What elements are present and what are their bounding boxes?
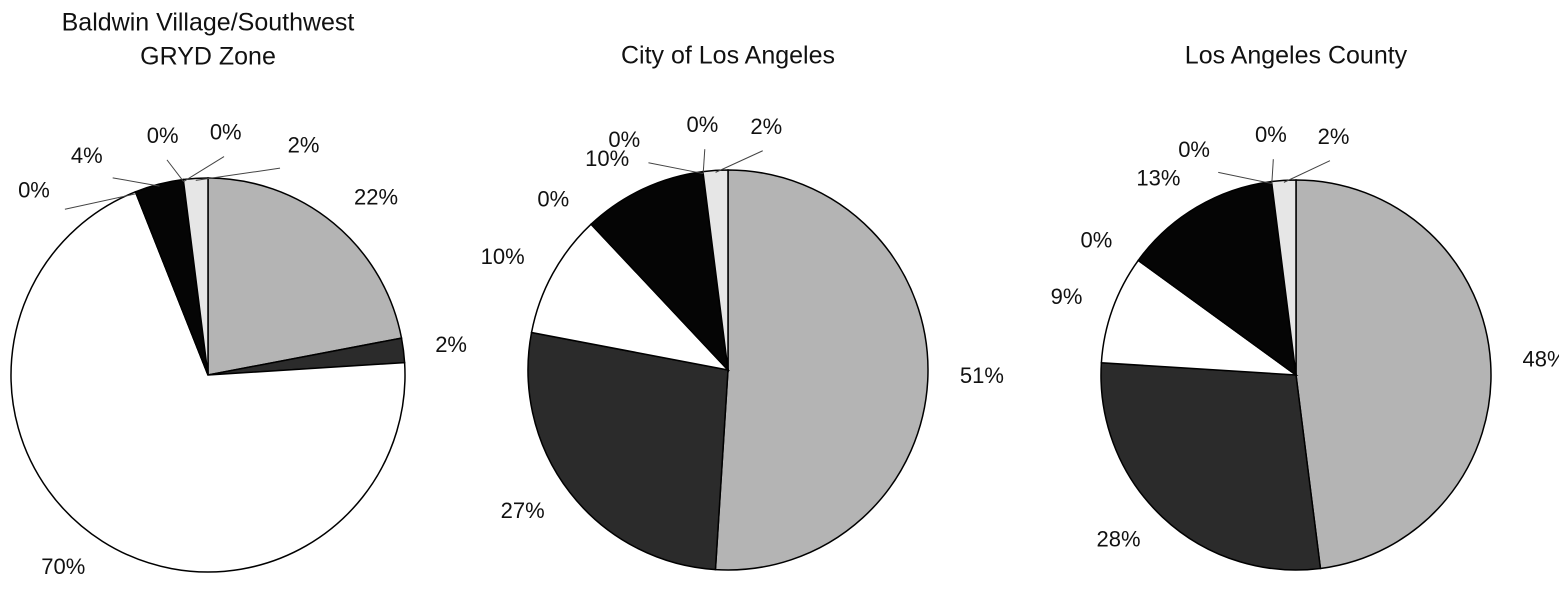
data-label: 27%	[501, 498, 545, 523]
data-label: 0%	[608, 127, 640, 152]
leader-line	[166, 159, 184, 182]
leader-line	[1271, 159, 1274, 184]
pie-slice	[1100, 259, 1299, 376]
data-label: 22%	[354, 184, 398, 209]
pie-slice	[1100, 361, 1322, 571]
leader-line	[64, 193, 137, 210]
data-label: 48%	[1523, 347, 1559, 372]
data-label: 0%	[686, 112, 718, 137]
data-label: 10%	[481, 244, 525, 269]
data-label: 2%	[1318, 124, 1350, 149]
data-label: 70%	[41, 554, 85, 579]
data-label: 0%	[18, 178, 50, 203]
data-label: 2%	[288, 132, 320, 157]
data-label: 0%	[1081, 227, 1113, 252]
pie-slice	[527, 331, 729, 571]
data-label: 0%	[210, 119, 242, 144]
chart-title: Baldwin Village/Southwest	[62, 9, 355, 37]
leader-line	[648, 162, 704, 175]
pie-slice	[207, 177, 403, 376]
data-label: 9%	[1051, 284, 1083, 309]
pie-slice	[10, 190, 406, 573]
data-label: 2%	[435, 332, 467, 357]
leader-line	[715, 150, 763, 173]
leader-line	[112, 177, 160, 187]
pie-slice	[1137, 180, 1297, 377]
data-label: 0%	[147, 123, 179, 148]
pie-slice	[1295, 179, 1492, 570]
data-label: 28%	[1097, 526, 1141, 551]
leader-line	[1218, 171, 1272, 185]
data-label: 0%	[537, 187, 569, 212]
pie-slice	[714, 169, 929, 571]
data-label: 13%	[1136, 165, 1180, 190]
data-label: 51%	[960, 363, 1004, 388]
data-label: 10%	[585, 146, 629, 171]
leader-line	[1283, 160, 1331, 183]
data-label: 4%	[71, 143, 103, 168]
chart-title: GRYD Zone	[140, 43, 276, 71]
chart-title: Los Angeles County	[1185, 42, 1408, 70]
leader-line	[183, 156, 225, 182]
leader-line	[702, 149, 706, 174]
data-label: 2%	[750, 114, 782, 139]
data-label: 0%	[1178, 137, 1210, 162]
pie-slice	[530, 223, 731, 372]
leader-line	[195, 167, 281, 181]
pie-slice	[182, 177, 209, 376]
data-label: 0%	[1255, 122, 1287, 147]
chart-title: City of Los Angeles	[621, 42, 835, 70]
